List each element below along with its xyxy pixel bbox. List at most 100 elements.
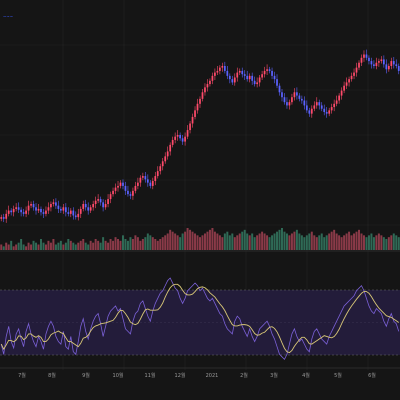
candle-body <box>223 66 226 71</box>
price-series <box>0 49 400 223</box>
candle-body <box>27 205 30 211</box>
candle-body <box>261 74 263 78</box>
candle-body <box>2 217 5 219</box>
candle-body <box>219 67 221 71</box>
candle-body <box>67 212 70 214</box>
x-tick-label: 12월 <box>175 372 186 379</box>
candle-body <box>0 217 3 219</box>
volume-bar <box>89 240 92 250</box>
candle-body <box>194 110 196 117</box>
candle-body <box>179 135 181 139</box>
volume-bar <box>266 235 269 250</box>
volume-bar <box>290 233 293 250</box>
volume-bar <box>348 231 351 250</box>
candle-body <box>298 95 301 99</box>
volume-bar <box>144 237 147 250</box>
candle-body <box>382 59 385 65</box>
candle-body <box>55 202 57 206</box>
volume-bar <box>320 233 323 250</box>
volume-bar <box>283 231 286 250</box>
candle-body <box>104 204 107 208</box>
volume-bar <box>213 231 216 250</box>
candle-body <box>166 151 169 157</box>
volume-bar <box>330 231 333 250</box>
candle-body <box>395 64 398 66</box>
candle-body <box>127 190 129 195</box>
volume-bar <box>136 237 139 250</box>
volume-bar <box>325 235 328 250</box>
volume-bar <box>154 239 157 250</box>
candle-body <box>246 75 249 80</box>
volume-bar <box>293 231 296 250</box>
x-tick-label: 3월 <box>270 372 278 379</box>
volume-bar <box>375 235 378 250</box>
volume-bar <box>20 239 23 250</box>
candle-body <box>335 100 338 104</box>
candle-body <box>141 176 144 178</box>
candle-body <box>69 210 72 214</box>
volume-bar <box>35 242 38 250</box>
volume-bar <box>149 235 152 250</box>
volume-bar <box>5 242 8 250</box>
volume-bar <box>179 237 182 250</box>
candle-body <box>315 102 318 106</box>
volume-bar <box>181 233 184 250</box>
volume-bar <box>303 237 306 250</box>
candle-body <box>216 70 219 73</box>
candle-body <box>97 199 100 201</box>
volume-bar <box>295 229 298 250</box>
volume-bar <box>335 233 338 250</box>
volume-bar <box>0 244 3 250</box>
volume-bar <box>268 237 271 250</box>
candle-body <box>52 202 55 204</box>
volume-bar <box>44 244 47 250</box>
candle-body <box>233 77 236 83</box>
volume-bar <box>305 235 308 250</box>
candle-body <box>156 171 159 177</box>
candle-body <box>251 75 254 81</box>
candle-body <box>196 103 199 111</box>
candle-body <box>355 67 358 73</box>
volume-bar <box>62 244 65 250</box>
volume-bar <box>367 235 370 250</box>
volume-bar <box>102 237 105 250</box>
volume-bar <box>390 235 393 250</box>
x-tick-label: 11월 <box>145 372 156 379</box>
candle-body <box>253 80 256 85</box>
candle-body <box>30 204 32 206</box>
volume-bar <box>236 235 239 250</box>
candle-body <box>330 107 333 111</box>
volume-bar <box>278 229 281 250</box>
candle-body <box>112 190 114 195</box>
candle-body <box>87 207 90 211</box>
volume-bar <box>218 235 221 250</box>
candle-body <box>191 116 194 124</box>
volume-bar <box>238 233 241 250</box>
volume-bar <box>382 237 385 250</box>
volume-bar <box>365 237 368 250</box>
x-tick-label: 2021 <box>206 373 219 379</box>
candle-body <box>17 207 20 210</box>
volume-bar <box>300 235 303 250</box>
volume-bar <box>226 231 229 250</box>
candle-body <box>300 98 303 101</box>
rsi-signal-line <box>0 283 400 354</box>
candle-body <box>186 130 189 137</box>
volume-bar <box>37 244 40 250</box>
candle-body <box>363 54 365 58</box>
candle-body <box>12 208 15 213</box>
volume-bar <box>124 239 127 250</box>
volume-bar <box>92 242 95 250</box>
volume-bar <box>87 244 90 250</box>
volume-bar <box>194 233 197 250</box>
candle-body <box>199 98 201 104</box>
candle-body <box>305 105 308 111</box>
candle-body <box>159 166 162 172</box>
volume-bar <box>360 233 363 250</box>
volume-bar <box>251 233 254 250</box>
candle-body <box>92 204 95 208</box>
volume-bar <box>2 246 5 250</box>
volume-bar <box>57 242 60 250</box>
volume-bar <box>288 235 291 250</box>
